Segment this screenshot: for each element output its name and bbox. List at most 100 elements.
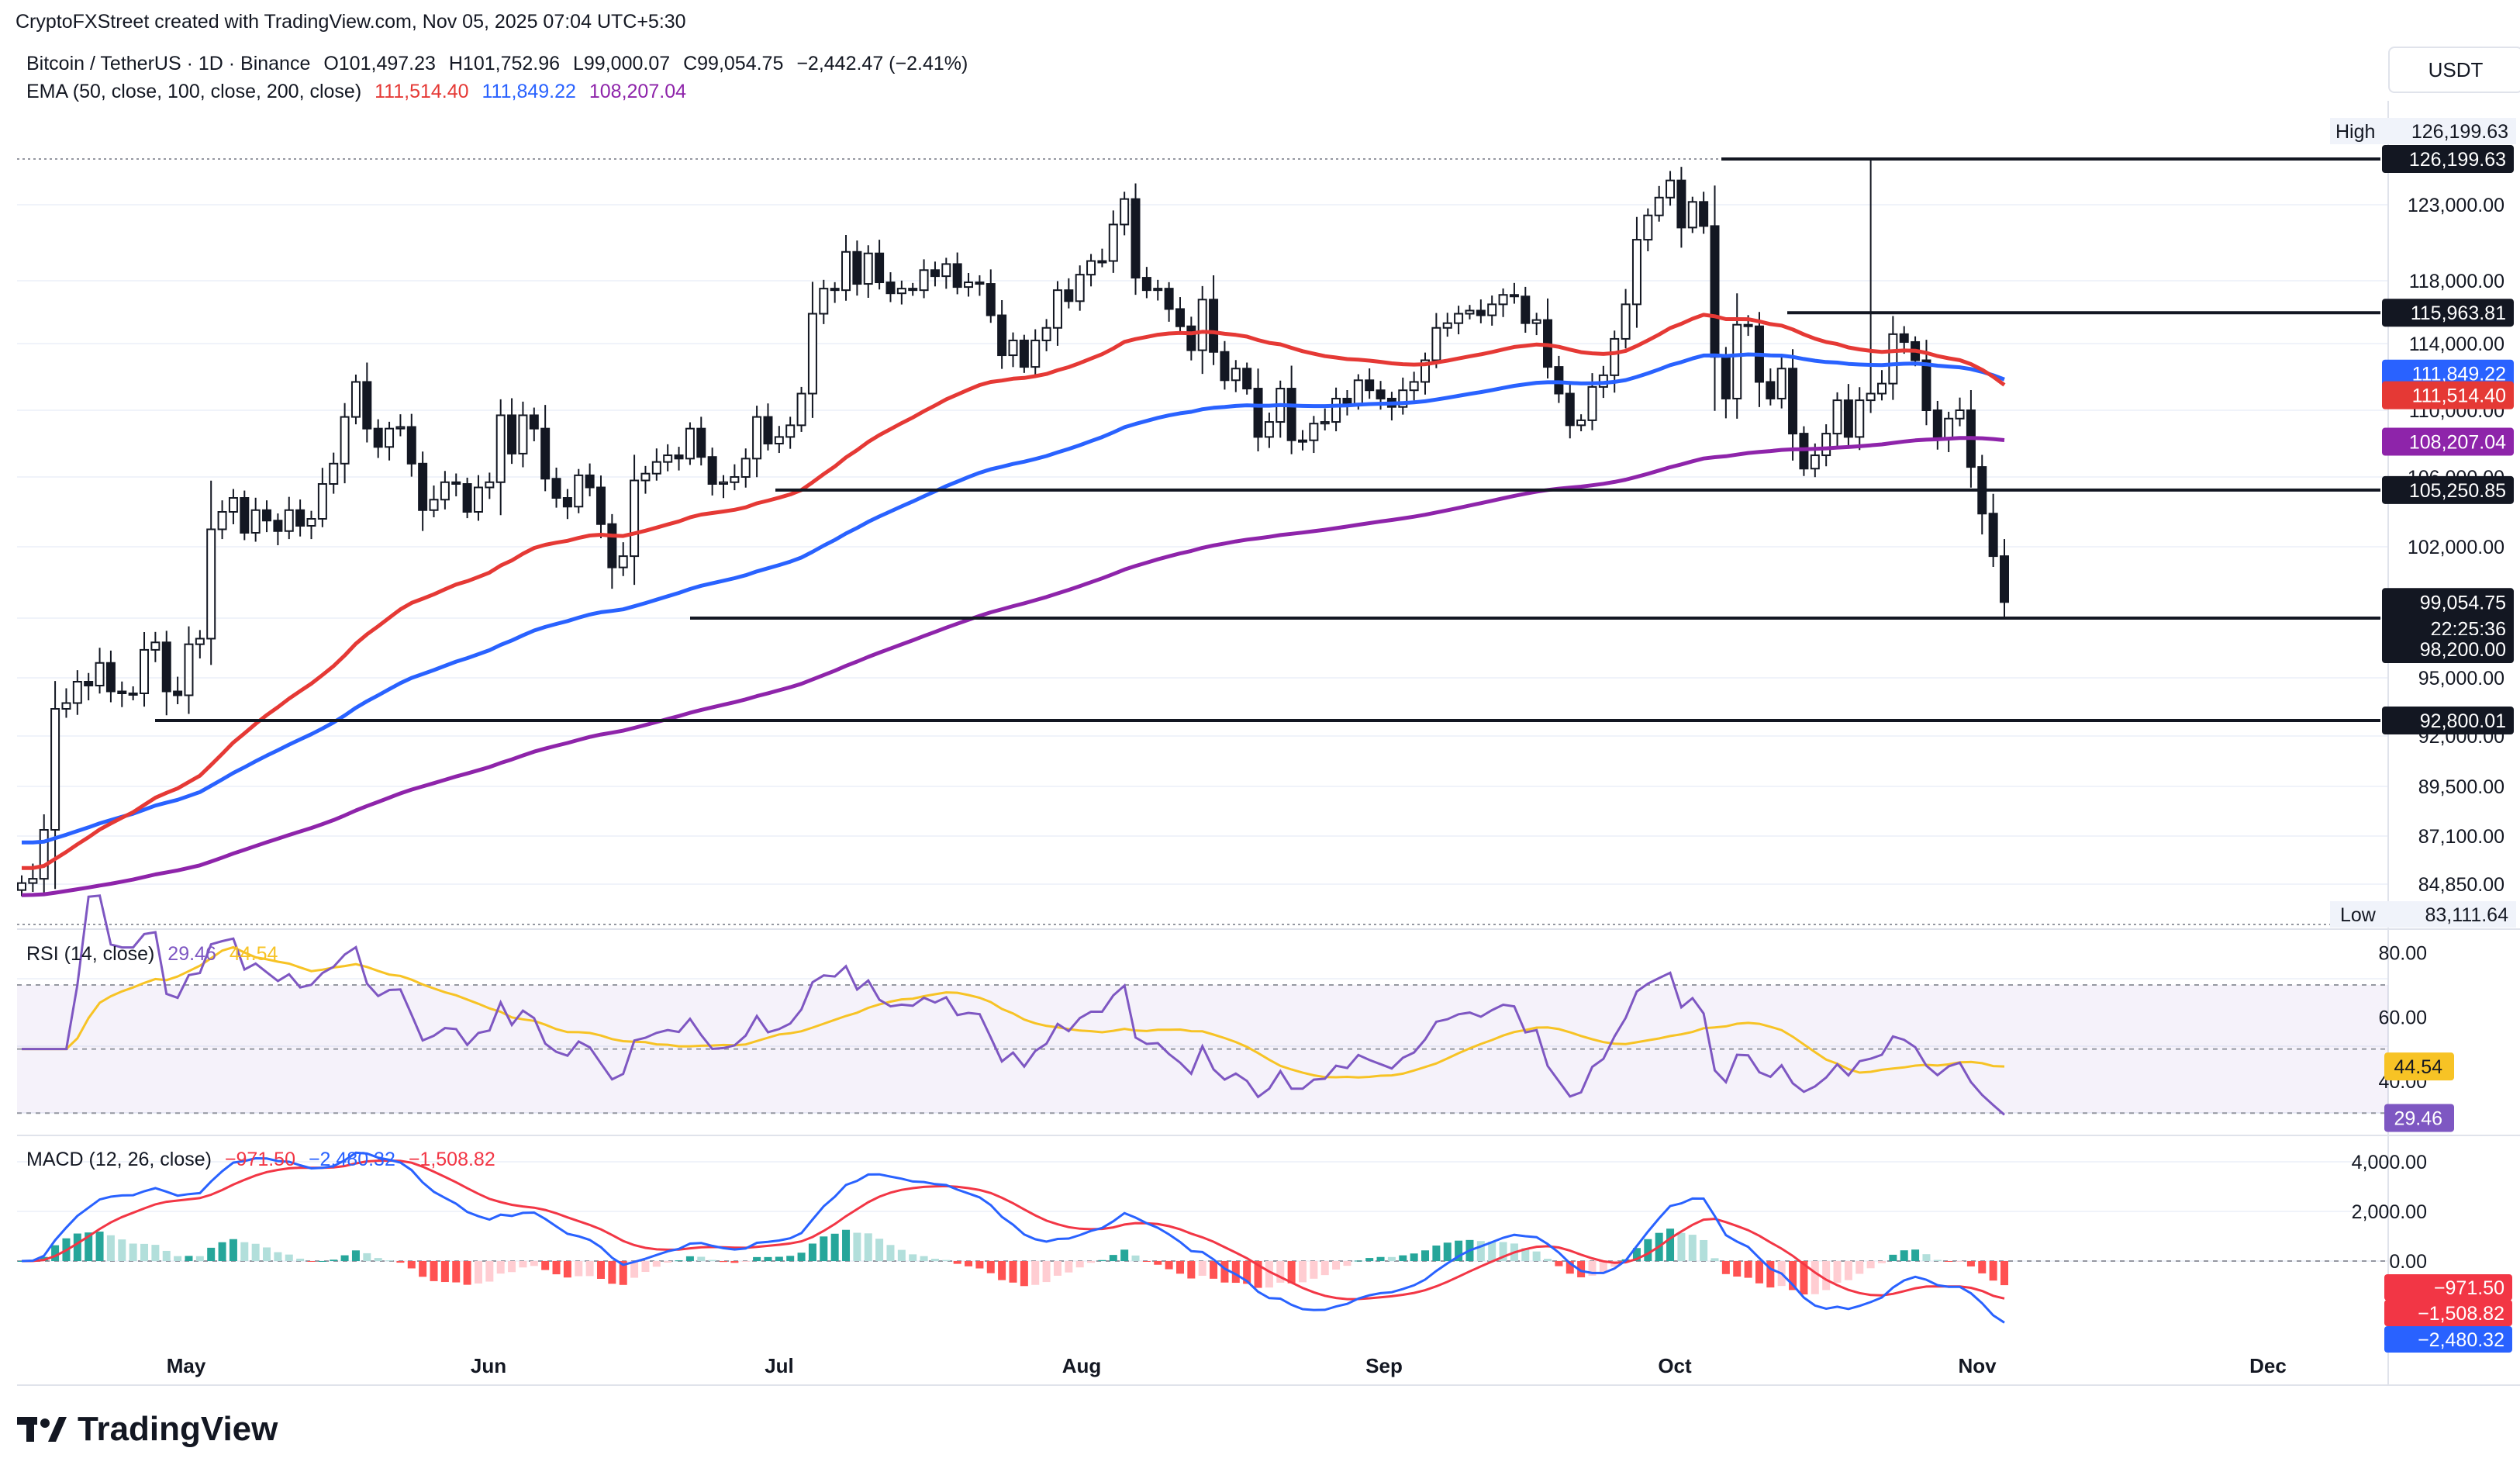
macd-histogram-bar xyxy=(1755,1261,1763,1284)
candle-body xyxy=(507,414,517,454)
macd-histogram-bar xyxy=(1588,1261,1597,1276)
macd-histogram-bar xyxy=(207,1247,216,1261)
rsi-label: RSI (14, close) xyxy=(26,943,155,965)
macd-histogram-bar xyxy=(106,1235,115,1261)
macd-histogram-bar xyxy=(340,1255,349,1261)
macd-histogram-bar xyxy=(1555,1261,1563,1266)
tag-115963-bg xyxy=(2382,299,2514,327)
macd-histogram-bar xyxy=(1544,1259,1552,1261)
macd-histogram-bar xyxy=(330,1259,338,1261)
macd-histogram-bar xyxy=(1721,1261,1730,1274)
macd-histogram-bar xyxy=(853,1232,861,1261)
macd-histogram-bar xyxy=(1165,1261,1173,1270)
candle-body xyxy=(640,472,651,482)
candle-body xyxy=(663,454,673,463)
candle-body xyxy=(875,252,885,284)
macd-histogram-bar xyxy=(396,1261,405,1263)
macd-signal-tag: −1,508.82 xyxy=(2418,1303,2504,1325)
candle-body xyxy=(161,641,171,693)
candle-body xyxy=(1297,439,1307,443)
price-axis-tick: 87,100.00 xyxy=(2418,826,2504,848)
chart-credit: CryptoFXStreet created with TradingView.… xyxy=(16,11,686,33)
month-label-sep: Sep xyxy=(1365,1354,1403,1377)
macd-histogram-bar xyxy=(419,1261,427,1277)
macd-histogram-bar xyxy=(1956,1261,1964,1262)
candle-body xyxy=(418,462,428,511)
macd-histogram-bar xyxy=(463,1261,471,1285)
candle-body xyxy=(1086,260,1096,276)
price-axis-tick: 114,000.00 xyxy=(2409,333,2504,355)
candle-body xyxy=(1331,397,1341,423)
macd-histogram-bar xyxy=(1610,1261,1619,1267)
macd-histogram-bar xyxy=(1966,1261,1975,1266)
macd-histogram-bar xyxy=(585,1261,594,1277)
candle-body xyxy=(1108,223,1118,262)
macd-histogram-bar xyxy=(1532,1251,1541,1261)
candle-body xyxy=(1454,313,1464,324)
candle-body xyxy=(150,641,161,651)
candle-body xyxy=(61,702,71,710)
candle-body xyxy=(1721,356,1731,399)
candle-body xyxy=(796,392,806,427)
macd-histogram-bar xyxy=(741,1261,750,1262)
low-value: 83,111.64 xyxy=(2425,904,2508,926)
macd-histogram-bar xyxy=(1410,1253,1418,1261)
candle-body xyxy=(1153,288,1163,292)
macd-histogram-bar xyxy=(1243,1261,1251,1284)
candle-body xyxy=(1576,419,1586,427)
ema100-line xyxy=(22,352,2005,845)
macd-histogram-bar xyxy=(864,1233,872,1261)
candle-body xyxy=(72,681,82,704)
candle-body xyxy=(1131,198,1141,279)
macd-histogram-bar xyxy=(318,1260,326,1262)
price-axis-tick: 84,850.00 xyxy=(2418,874,2504,896)
macd-histogram-bar xyxy=(1855,1261,1864,1274)
price-axis-tick: 89,500.00 xyxy=(2418,776,2504,798)
ohlc-high: H101,752.96 xyxy=(448,53,561,74)
rsi-axis-tick: 60.00 xyxy=(2378,1007,2427,1028)
symbol-name[interactable]: Bitcoin / TetherUS · 1D · Binance xyxy=(26,53,311,74)
ohlc-close: C99,054.75 xyxy=(683,53,784,74)
candle-body xyxy=(1242,368,1252,390)
macd-histogram-bar xyxy=(708,1259,716,1261)
tag-92800: 92,800.01 xyxy=(2420,710,2506,732)
macd-histogram-bar xyxy=(1220,1261,1229,1283)
candle-body xyxy=(1766,381,1776,399)
candle-body xyxy=(1376,389,1386,399)
macd-histogram-bar xyxy=(1053,1261,1062,1276)
macd-hist-value: −971.50 xyxy=(224,1149,295,1170)
candle-body xyxy=(774,436,784,445)
candle-body xyxy=(651,461,661,475)
macd-histogram-bar xyxy=(664,1261,672,1263)
macd-histogram-bar xyxy=(942,1259,951,1261)
macd-histogram-bar xyxy=(541,1261,550,1270)
rsi-legend[interactable]: RSI (14, close) 29.46 44.54 xyxy=(26,943,278,966)
macd-histogram-bar xyxy=(1432,1246,1441,1261)
currency-selector[interactable]: USDT xyxy=(2388,47,2520,93)
macd-histogram-bar xyxy=(675,1260,683,1262)
macd-histogram-bar xyxy=(1231,1261,1240,1284)
macd-histogram-bar xyxy=(496,1261,505,1274)
tag-115963: 115,963.81 xyxy=(2411,302,2506,324)
macd-histogram-bar xyxy=(1978,1261,1987,1273)
macd-histogram-bar xyxy=(385,1260,394,1262)
candle-body xyxy=(919,269,929,292)
candle-body xyxy=(1699,201,1709,227)
macd-histogram-bar xyxy=(1811,1261,1819,1294)
candle-body xyxy=(1487,303,1497,316)
macd-histogram-bar xyxy=(1789,1261,1797,1291)
ema-legend[interactable]: EMA (50, close, 100, close, 200, close) … xyxy=(26,81,686,103)
price-axis-tick: 95,000.00 xyxy=(2418,668,2504,689)
candle-body xyxy=(462,483,472,513)
macd-axis-tick: 2,000.00 xyxy=(2352,1201,2427,1223)
candle-body xyxy=(262,509,272,522)
macd-histogram-bar xyxy=(797,1253,806,1261)
candle-body xyxy=(1832,399,1842,435)
tag-ema100-bg xyxy=(2382,359,2514,388)
rsi-ma-value: 44.54 xyxy=(229,943,278,965)
macd-histogram-bar xyxy=(185,1256,193,1261)
macd-histogram-bar xyxy=(619,1261,627,1285)
macd-histogram-bar xyxy=(1945,1261,1953,1262)
macd-legend[interactable]: MACD (12, 26, close) −971.50 −2,480.32 −… xyxy=(26,1149,495,1171)
